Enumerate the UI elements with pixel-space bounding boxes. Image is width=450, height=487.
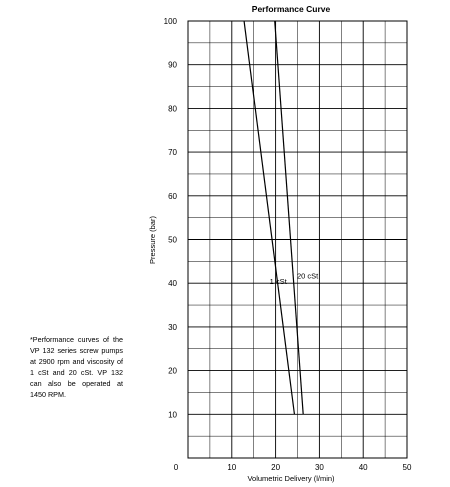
y-tick-label: 80 [168,104,177,113]
y-tick-label: 50 [168,236,177,245]
y-tick-label: 90 [168,61,177,70]
x-tick-label: 40 [359,463,368,472]
chart-title: Performance Curve [252,4,331,14]
series-label-1-cst: 1 cSt [270,277,288,286]
performance-note: *Performance curves of the VP 132 series… [30,335,123,399]
grid-major [188,21,407,458]
y-axis-label: Pressure (bar) [148,216,157,264]
x-tick-labels: 0 10 20 30 40 50 [174,463,412,472]
y-tick-label: 70 [168,148,177,157]
x-tick-label: 0 [174,463,179,472]
x-axis-label: Volumetric Delivery (l/min) [247,474,335,483]
plot-frame [187,20,408,459]
y-tick-label: 40 [168,279,177,288]
y-tick-labels: 10 20 30 40 50 60 70 80 90 100 [164,17,178,419]
x-tick-label: 50 [403,463,412,472]
x-tick-label: 20 [271,463,280,472]
y-tick-label: 60 [168,192,177,201]
series-label-20-cst: 20 cSt [297,271,319,280]
series-line-20-cst [274,20,304,415]
series-line-1-cst [243,20,296,415]
y-tick-label: 30 [168,323,177,332]
y-tick-label: 20 [168,367,177,376]
y-tick-label: 10 [168,410,177,419]
x-tick-label: 30 [315,463,324,472]
x-tick-label: 10 [227,463,236,472]
y-tick-label: 100 [164,17,178,26]
series-lines: 1 cSt 20 cSt [243,20,319,415]
